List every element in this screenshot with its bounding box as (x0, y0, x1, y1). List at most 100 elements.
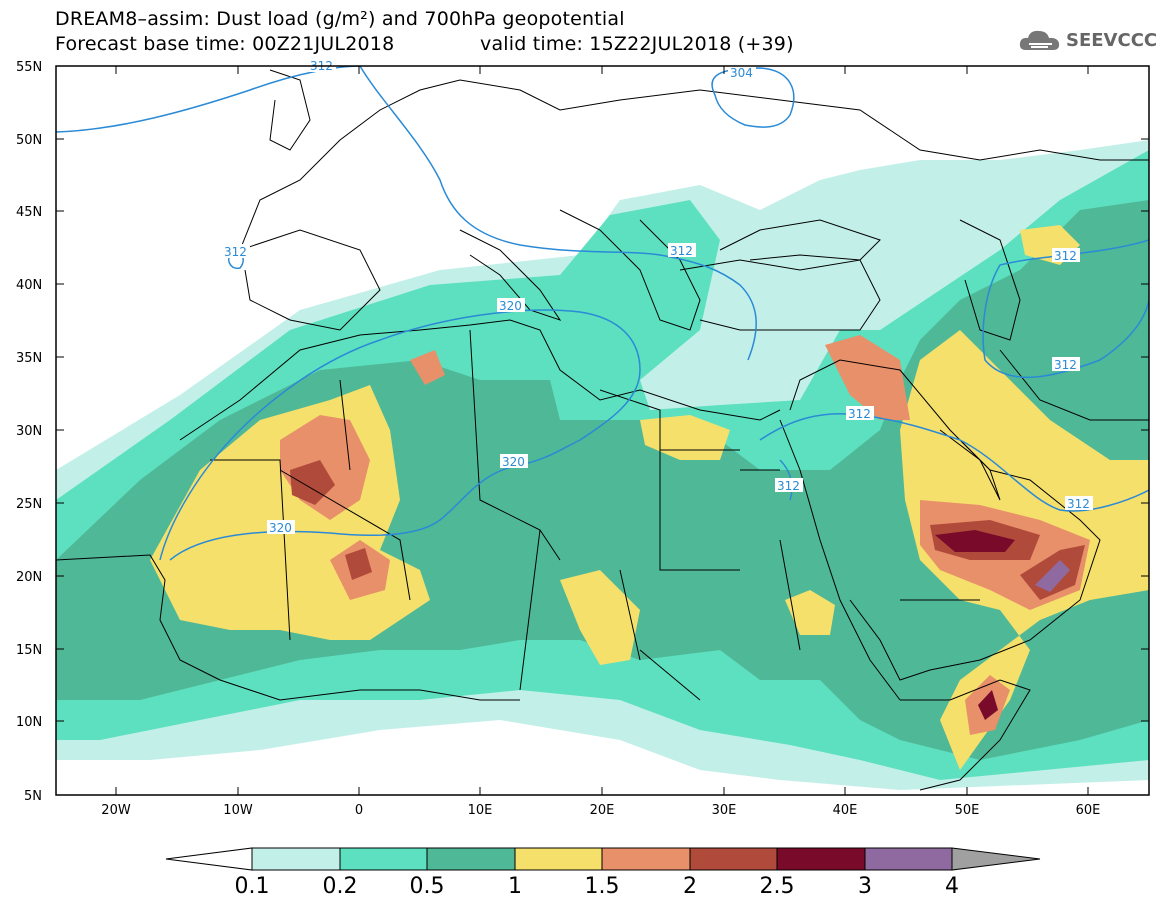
dust-field (56, 140, 1149, 790)
lat-label: 30N (16, 424, 42, 439)
coastlines (56, 69, 1149, 791)
cloud-icon (1019, 30, 1060, 50)
colorbar-high-arrow (951, 847, 1041, 871)
colorbar-bin (426, 847, 516, 871)
dust-region-1-egypt (640, 415, 730, 460)
colorbar (165, 847, 1041, 871)
colorbar-tick: 0.5 (410, 874, 445, 899)
coastline-persian-gulf (939, 429, 1001, 501)
colorbar-tick: 2 (683, 874, 697, 899)
coastline-europe (239, 79, 1149, 251)
lat-label: 45N (16, 205, 42, 220)
latitude-labels: 55N 50N 45N 40N 35N 30N 25N 20N 15N 10N … (16, 60, 42, 804)
svg-text:312: 312 (224, 245, 247, 259)
logo-text: SEEVCCC (1066, 29, 1158, 51)
colorbar-tick: 0.2 (323, 874, 358, 899)
colorbar-ticks: 0.1 0.2 0.5 1 1.5 2 2.5 3 4 (235, 874, 960, 899)
map-title: DREAM8–assim: Dust load (g/m²) and 700hP… (55, 8, 625, 30)
colorbar-bin (776, 847, 866, 871)
svg-text:312: 312 (1054, 358, 1077, 372)
contour-label-320-c: 320 (267, 520, 295, 535)
coastline-black-sea (719, 219, 881, 261)
lon-label: 20E (590, 803, 615, 818)
colorbar-bin (864, 847, 953, 871)
svg-text:304: 304 (730, 66, 753, 80)
svg-text:320: 320 (502, 455, 525, 469)
colorbar-bin (689, 847, 778, 871)
colorbar-bin (251, 847, 341, 871)
dust-region-2 (290, 460, 335, 505)
contour-label-312-h: 312 (1052, 248, 1080, 263)
coastline-horn (900, 679, 1031, 791)
coastline-italy (459, 229, 562, 321)
lat-label: 5N (24, 789, 42, 804)
border-lines (210, 329, 1149, 701)
contour-label-312-b: 312 (222, 244, 250, 259)
lat-label: 10N (16, 715, 42, 730)
coastline-west-africa (56, 554, 520, 701)
lat-label: 50N (16, 133, 42, 148)
contour-label-320-b: 320 (500, 454, 528, 469)
colorbar-bin (514, 847, 603, 871)
contour-label-312-g: 312 (1052, 357, 1080, 372)
lat-label: 35N (16, 351, 42, 366)
svg-text:320: 320 (499, 299, 522, 313)
svg-text:312: 312 (777, 479, 800, 493)
lat-label: 15N (16, 643, 42, 658)
latitude-axis (56, 65, 1149, 722)
lat-label: 40N (16, 278, 42, 293)
svg-text:312: 312 (1067, 497, 1090, 511)
colorbar-bin (339, 847, 428, 871)
lon-label: 40E (833, 803, 858, 818)
coastline-balkans (559, 209, 701, 331)
dust-region-3 (1035, 560, 1070, 592)
coastline-iberia (239, 229, 381, 331)
dust-region-1-libya (560, 570, 640, 665)
lon-label: 0 (355, 803, 363, 818)
lon-label: 60E (1076, 803, 1101, 818)
contour-label-304: 304 (728, 65, 756, 80)
colorbar-tick: 1 (508, 874, 522, 899)
contour-label-312-e: 312 (775, 478, 803, 493)
lon-label: 20W (101, 803, 131, 818)
colorbar-tick: 4 (945, 874, 959, 899)
colorbar-tick: 3 (858, 874, 872, 899)
coastline-arabia (789, 359, 1101, 681)
longitude-axis (115, 66, 1089, 795)
colorbar-tick: 0.1 (235, 874, 270, 899)
dust-region-2.5 (935, 530, 1015, 552)
contour-labels: 304 312 312 320 320 320 312 312 312 312 … (222, 58, 1093, 535)
seevccc-logo: SEEVCCC (1018, 26, 1157, 54)
contour-label-312-f: 312 (1065, 496, 1093, 511)
svg-text:312: 312 (1054, 249, 1077, 263)
dust-region-2-mali (345, 548, 372, 580)
lon-label: 50E (955, 803, 980, 818)
coastline-turkey (679, 259, 881, 331)
lon-label: 10E (468, 803, 493, 818)
lat-label: 55N (16, 60, 42, 75)
contour-label-312-c: 312 (668, 243, 696, 258)
lat-label: 25N (16, 497, 42, 512)
dust-region-1.5-algeria (410, 350, 445, 385)
svg-text:312: 312 (670, 244, 693, 258)
svg-text:312: 312 (848, 407, 871, 421)
contour-312-east (759, 412, 1149, 512)
longitude-labels: 20W 10W 0 10E 20E 30E 40E 50E 60E (101, 803, 1100, 818)
colorbar-tick: 2.5 (760, 874, 795, 899)
coastline-red-sea (779, 419, 901, 701)
dust-region-1-sudan (785, 590, 835, 635)
colorbar-tick: 1.5 (585, 874, 620, 899)
contour-label-312-d: 312 (846, 406, 874, 421)
lon-label: 30E (712, 803, 737, 818)
contour-label-320-a: 320 (497, 298, 525, 313)
coastline-north-africa (179, 319, 781, 441)
lon-label: 10W (223, 803, 253, 818)
valid-time: valid time: 15Z22JUL2018 (+39) (480, 33, 794, 55)
lat-label: 20N (16, 570, 42, 585)
dust-region-2.5-somalia (978, 690, 998, 720)
colorbar-bin (601, 847, 691, 871)
contour-320 (159, 309, 641, 561)
colorbar-low-arrow (165, 847, 253, 871)
coastline-britain (269, 69, 311, 151)
